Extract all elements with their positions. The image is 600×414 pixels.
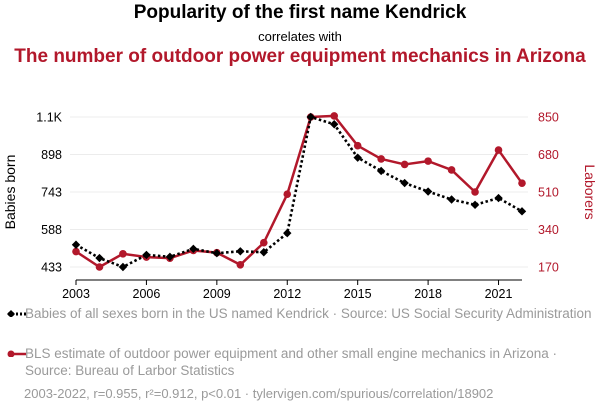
laborers-point	[236, 260, 245, 269]
x-tick-label: 2021	[485, 287, 513, 301]
plot-area	[71, 112, 527, 272]
babies-point	[330, 120, 339, 129]
chart-subtitle: correlates with	[258, 29, 342, 44]
laborers-point	[72, 247, 80, 256]
babies-point	[376, 166, 386, 176]
babies-point	[423, 187, 433, 196]
axes: 433 170 588 340 743 510 898 680 1.1K 850 2003 2006 2…	[2, 111, 598, 302]
laborers-point	[95, 263, 104, 271]
left-tick-label: 433	[41, 261, 62, 275]
chart-footer: 2003-2022, r=0.955, r²=0.912, p<0.01 · t…	[24, 386, 494, 401]
chart-title-secondary: The number of outdoor power equipment me…	[14, 46, 586, 67]
laborers-point	[283, 190, 292, 199]
babies-point	[259, 248, 268, 257]
right-tick-label: 170	[538, 261, 559, 275]
babies-point	[494, 193, 503, 203]
chart-title: Popularity of the first name Kendrick	[133, 2, 467, 23]
laborers-point	[353, 141, 362, 150]
laborers-point	[330, 112, 339, 120]
left-axis-label: Babies born	[2, 155, 18, 230]
babies-point	[400, 178, 409, 188]
legend-label-babies: Babies of all sexes born in the US named…	[25, 306, 592, 321]
laborers-point	[259, 238, 268, 247]
x-tick-label: 2006	[133, 287, 161, 301]
laborers-point	[518, 179, 526, 187]
babies-point	[71, 240, 81, 249]
babies-point	[142, 250, 151, 260]
right-tick-label: 850	[538, 111, 559, 125]
x-tick-label: 2009	[203, 287, 231, 301]
babies-point	[447, 195, 456, 204]
legend-swatch-babies	[7, 310, 26, 317]
laborers-point	[400, 160, 409, 169]
legend-item-babies: Babies of all sexes born in the US named…	[6, 305, 596, 322]
babies-point	[118, 262, 128, 272]
left-tick-label: 898	[41, 148, 62, 162]
laborers-line	[75, 114, 524, 269]
babies-point	[353, 153, 362, 162]
laborers-point	[377, 155, 385, 163]
babies-point	[517, 207, 527, 216]
right-tick-label: 340	[538, 223, 559, 237]
legend-label-laborers: BLS estimate of outdoor power equipment …	[25, 346, 558, 378]
babies-point	[236, 247, 245, 256]
x-tick-label: 2018	[414, 287, 442, 301]
laborers-point	[494, 146, 503, 154]
babies-line	[75, 115, 523, 269]
babies-point	[189, 244, 198, 254]
babies-point	[306, 112, 315, 122]
right-tick-label: 680	[538, 148, 559, 162]
babies-point	[470, 200, 480, 210]
grid-lines	[70, 116, 528, 268]
babies-point	[165, 252, 175, 262]
x-tick-label: 2003	[62, 287, 90, 301]
legend-swatch-laborers	[7, 350, 26, 357]
laborers-point	[424, 157, 432, 165]
right-tick-label: 510	[538, 186, 559, 200]
laborers-point	[119, 249, 127, 258]
babies-point	[212, 249, 222, 258]
left-tick-label: 1.1K	[36, 111, 62, 125]
right-axis-label: Laborers	[582, 164, 598, 219]
x-tick-label: 2012	[273, 287, 301, 301]
laborers-point	[447, 166, 456, 174]
left-tick-label: 743	[41, 186, 62, 200]
laborers-point	[471, 188, 479, 196]
babies-point	[283, 228, 292, 238]
left-tick-label: 588	[41, 223, 62, 237]
x-tick-label: 2015	[344, 287, 372, 301]
legend-item-laborers: BLS estimate of outdoor power equipment …	[6, 345, 596, 379]
babies-point	[95, 253, 104, 263]
